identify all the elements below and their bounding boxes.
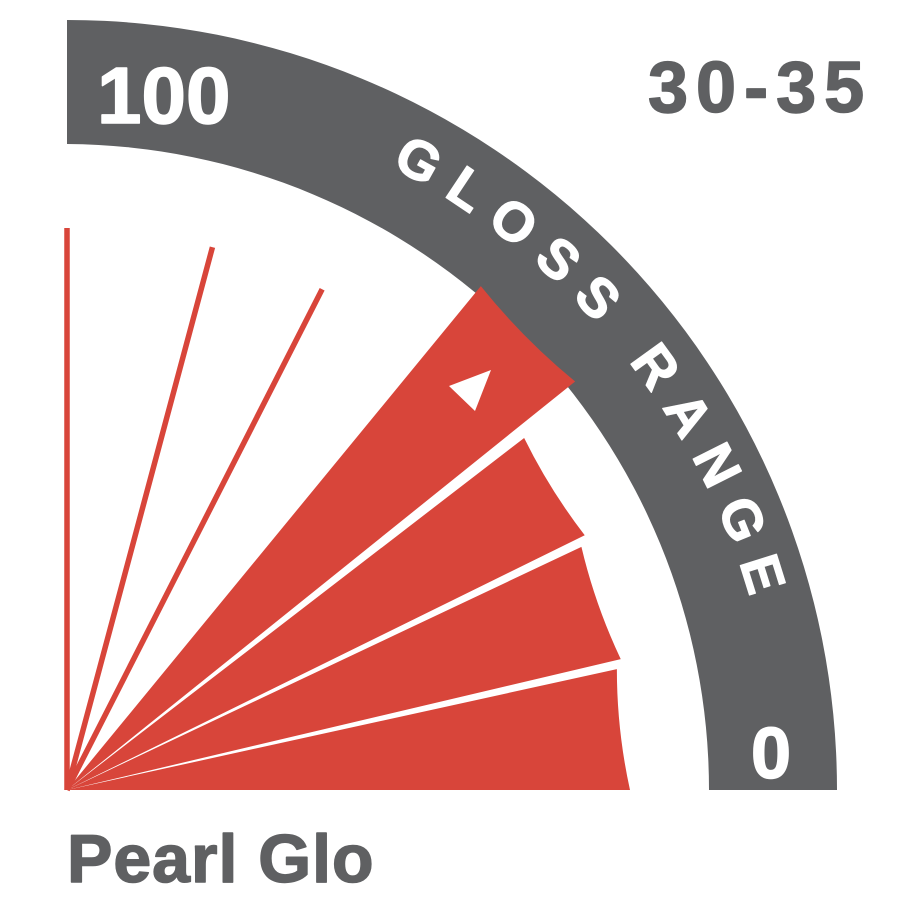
svg-text:0: 0: [751, 714, 791, 794]
svg-text:100: 100: [97, 51, 230, 140]
svg-text:Pearl Glo: Pearl Glo: [67, 821, 375, 897]
svg-text:30-35: 30-35: [648, 48, 872, 128]
